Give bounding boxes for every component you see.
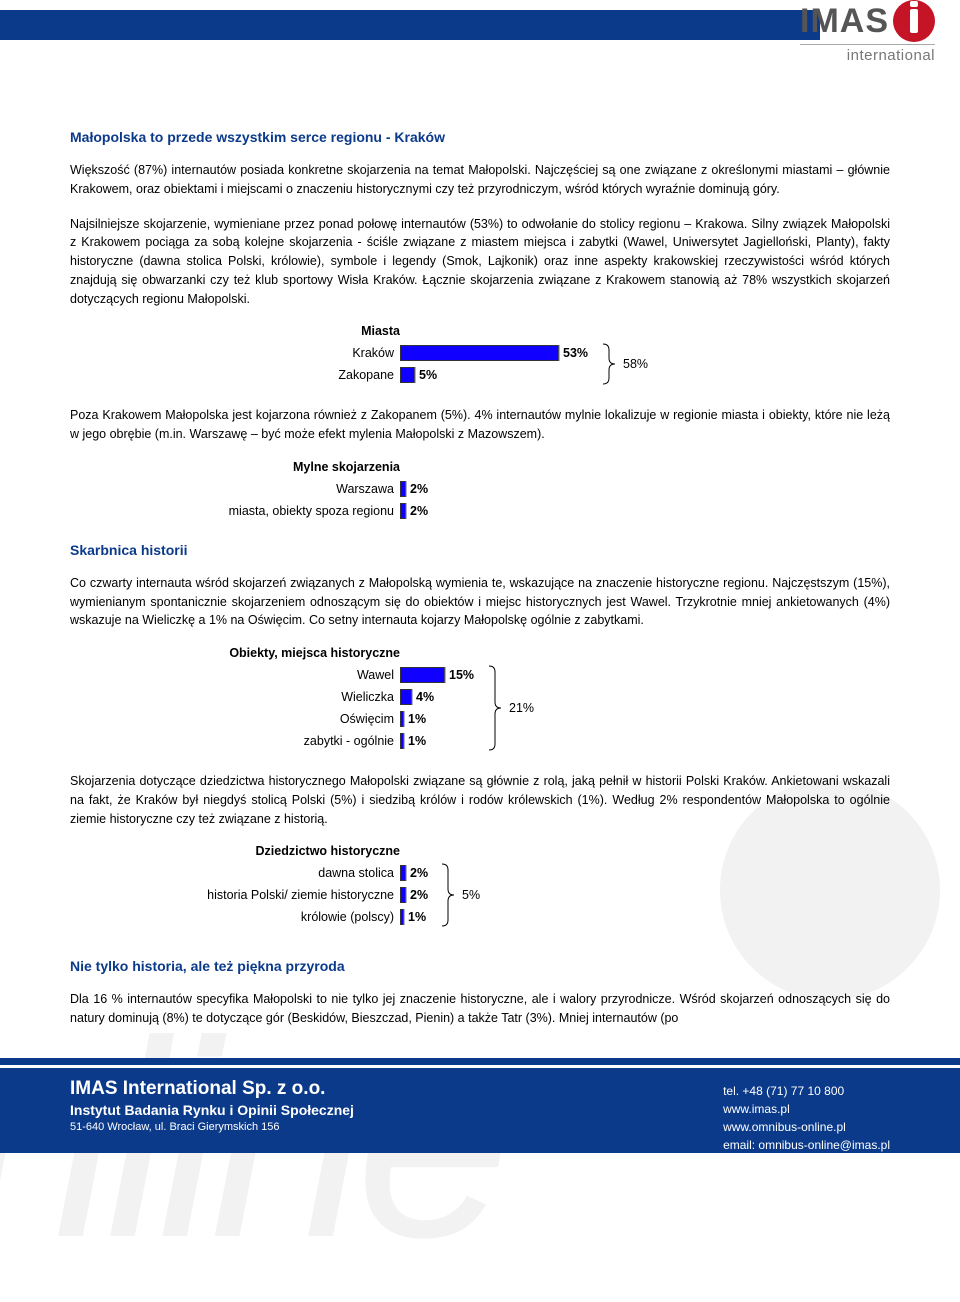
- footer-left: IMAS International Sp. z o.o. Instytut B…: [70, 1078, 354, 1153]
- chart-bar: [400, 667, 445, 683]
- footer-institute: Instytut Badania Rynku i Opinii Społeczn…: [70, 1102, 354, 1118]
- chart-value: 1%: [408, 712, 426, 726]
- chart-bar-area: 1%: [400, 710, 760, 728]
- chart-row-label: królowie (polscy): [70, 910, 400, 924]
- paragraph: Poza Krakowem Małopolska jest kojarzona …: [70, 406, 890, 444]
- chart-title: Obiekty, miejsca historyczne: [70, 646, 400, 660]
- footer-company: IMAS International Sp. z o.o.: [70, 1078, 354, 1100]
- chart-value: 1%: [408, 910, 426, 924]
- chart-rows: dawna stolica 2% historia Polski/ ziemie h…: [70, 862, 890, 928]
- logo-dot-icon: [893, 0, 935, 42]
- paragraph: Co czwarty internauta wśród skojarzeń zw…: [70, 574, 890, 630]
- chart-row-label: Oświęcim: [70, 712, 400, 726]
- chart-value: 4%: [416, 690, 434, 704]
- chart-rows: Wawel15%Wieliczka4%Oświęcim1%zabytki - o…: [70, 664, 890, 752]
- footer-address: 51-640 Wrocław, ul. Braci Gierymskich 15…: [70, 1121, 354, 1133]
- chart-row-label: historia Polski/ ziemie historyczne: [70, 888, 400, 902]
- footer-email: email: omnibus-online@imas.pl: [723, 1136, 890, 1154]
- chart-bar-area: 15%: [400, 666, 760, 684]
- chart-bar: [400, 909, 404, 925]
- chart-mylne: Mylne skojarzenia Warszawa2%miasta, obie…: [70, 460, 890, 522]
- chart-row: Oświęcim 1%: [70, 708, 890, 730]
- chart-bar: [400, 345, 559, 361]
- chart-row: zabytki - ogólnie 1%: [70, 730, 890, 752]
- footer-accent: [0, 1058, 960, 1065]
- chart-bar-area: 2%: [400, 480, 760, 498]
- chart-value: 2%: [410, 866, 428, 880]
- paragraph: Większość (87%) internautów posiada konk…: [70, 161, 890, 199]
- chart-brace: 58%: [601, 342, 648, 386]
- section-title-2: Skarbnica historii: [70, 542, 890, 558]
- chart-row: Warszawa 2%: [70, 478, 890, 500]
- chart-miasta: Miasta Kraków 53% Zakopane 5% 58%: [70, 324, 890, 386]
- paragraph: Dla 16 % internautów specyfika Małopolsk…: [70, 990, 890, 1028]
- chart-brace-total: 21%: [509, 701, 534, 715]
- chart-title: Miasta: [70, 324, 400, 338]
- chart-row-label: miasta, obiekty spoza regionu: [70, 504, 400, 518]
- chart-title: Dziedzictwo historyczne: [70, 844, 400, 858]
- chart-value: 2%: [410, 888, 428, 902]
- footer-url: www.omnibus-online.pl: [723, 1118, 890, 1136]
- paragraph: Skojarzenia dotyczące dziedzictwa histor…: [70, 772, 890, 828]
- page-content: Małopolska to przede wszystkim serce reg…: [0, 95, 960, 1028]
- chart-row: Wieliczka 4%: [70, 686, 890, 708]
- chart-brace: 5%: [440, 862, 480, 928]
- logo-text: IMAS: [800, 2, 889, 41]
- chart-bar-area: 1%: [400, 732, 760, 750]
- chart-row-label: Wieliczka: [70, 690, 400, 704]
- chart-value: 5%: [419, 368, 437, 382]
- header-bar-thin: [0, 10, 820, 18]
- chart-bar: [400, 887, 406, 903]
- chart-row: miasta, obiekty spoza regionu 2%: [70, 500, 890, 522]
- footer-tel: tel. +48 (71) 77 10 800: [723, 1082, 890, 1100]
- chart-value: 2%: [410, 504, 428, 518]
- page-footer: IMAS International Sp. z o.o. Instytut B…: [0, 1058, 960, 1150]
- chart-bar: [400, 865, 406, 881]
- header-bar-thick: [0, 18, 820, 40]
- chart-bar: [400, 481, 406, 497]
- section-title-3: Nie tylko historia, ale też piękna przyr…: [70, 958, 890, 974]
- chart-bar-area: 5%: [400, 366, 760, 384]
- chart-row-label: Wawel: [70, 668, 400, 682]
- chart-value: 2%: [410, 482, 428, 496]
- footer-right: tel. +48 (71) 77 10 800 www.imas.pl www.…: [723, 1078, 890, 1153]
- footer-url: www.imas.pl: [723, 1100, 890, 1118]
- chart-brace-total: 5%: [462, 888, 480, 902]
- chart-bar-area: 4%: [400, 688, 760, 706]
- chart-title: Mylne skojarzenia: [70, 460, 400, 474]
- chart-bar-area: 53%: [400, 344, 760, 362]
- chart-rows: Warszawa 2% miasta, obiekty spoza regionu 2…: [70, 478, 890, 522]
- chart-row-label: dawna stolica: [70, 866, 400, 880]
- chart-value: 53%: [563, 346, 588, 360]
- chart-bar-area: 2%: [400, 502, 760, 520]
- chart-rows: Kraków 53% Zakopane 5% 58%: [70, 342, 890, 386]
- page-header: IMAS international: [0, 0, 960, 95]
- chart-dziedzictwo: Dziedzictwo historyczne dawna stolica 2% h…: [70, 844, 890, 928]
- chart-value: 1%: [408, 734, 426, 748]
- chart-row: Zakopane 5%: [70, 364, 890, 386]
- logo: IMAS international: [800, 0, 935, 64]
- logo-subtext: international: [800, 44, 935, 64]
- chart-brace-total: 58%: [623, 357, 648, 371]
- chart-row-label: zabytki - ogólnie: [70, 734, 400, 748]
- chart-row: Kraków 53%: [70, 342, 890, 364]
- chart-bar: [400, 711, 404, 727]
- chart-obiekty: Obiekty, miejsca historyczne Wawel 15% Wie…: [70, 646, 890, 752]
- paragraph: Najsilniejsze skojarzenie, wymieniane pr…: [70, 215, 890, 309]
- chart-row-label: Kraków: [70, 346, 400, 360]
- chart-row-label: Zakopane: [70, 368, 400, 382]
- chart-value: 15%: [449, 668, 474, 682]
- section-title-1: Małopolska to przede wszystkim serce reg…: [70, 129, 890, 145]
- chart-row: Wawel 15%: [70, 664, 890, 686]
- chart-bar: [400, 367, 415, 383]
- chart-bar: [400, 733, 404, 749]
- chart-row-label: Warszawa: [70, 482, 400, 496]
- chart-bar: [400, 689, 412, 705]
- chart-bar: [400, 503, 406, 519]
- chart-brace: 21%: [487, 664, 534, 752]
